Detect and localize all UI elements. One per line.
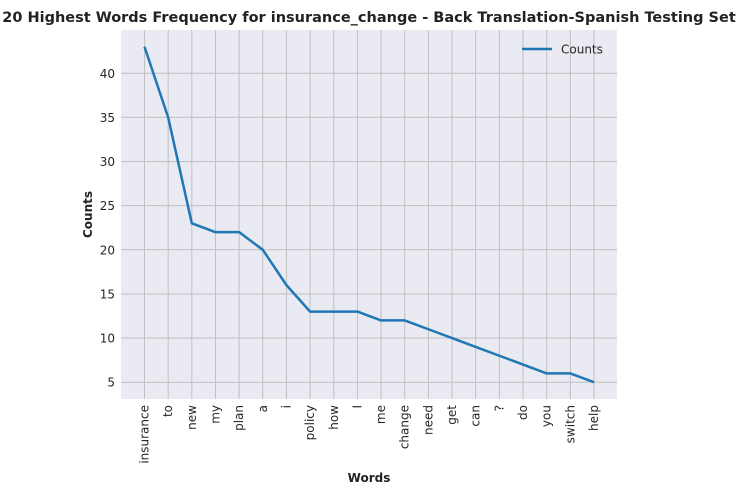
x-tick-label: new — [185, 405, 199, 430]
x-axis-label: Words — [348, 471, 391, 485]
legend-label-counts: Counts — [561, 43, 603, 57]
x-tick-label: insurance — [138, 405, 152, 464]
x-tick-label: change — [398, 405, 412, 449]
x-tick-label: do — [516, 405, 530, 420]
x-tick-label: help — [587, 405, 601, 431]
plot-area — [121, 30, 617, 399]
y-tick-label: 15 — [100, 287, 115, 301]
y-tick-label: 10 — [100, 332, 115, 346]
x-tick-label: to — [161, 405, 175, 417]
x-tick-label: plan — [232, 405, 246, 431]
y-tick-label: 20 — [100, 243, 115, 257]
series-layer — [143, 46, 595, 384]
x-tick-label: get — [445, 405, 459, 425]
x-tick-label: policy — [303, 405, 317, 440]
x-tick-label: a — [256, 405, 270, 412]
chart-title: 20 Highest Words Frequency for insurance… — [2, 10, 736, 26]
y-tick-label: 5 — [107, 376, 115, 390]
y-tick-label: 30 — [100, 155, 115, 169]
x-tick-label: switch — [563, 405, 577, 443]
x-tick-label: need — [421, 405, 435, 435]
x-tick-label: can — [469, 405, 483, 427]
y-tick-label: 40 — [100, 67, 115, 81]
x-tick-label: ? — [492, 405, 506, 411]
y-axis-ticks: 5 10 15 20 25 30 35 40 — [100, 67, 115, 390]
series-line-counts — [143, 46, 595, 384]
y-axis-label: Counts — [81, 191, 95, 238]
x-tick-label: I — [350, 405, 364, 409]
x-tick-label: i — [279, 405, 293, 408]
x-tick-label: how — [327, 405, 341, 430]
x-tick-label: me — [374, 405, 388, 424]
y-tick-label: 25 — [100, 199, 115, 213]
y-tick-label: 35 — [100, 111, 115, 125]
legend: Counts — [522, 43, 603, 57]
x-tick-label: you — [540, 405, 554, 427]
x-tick-label: my — [208, 405, 222, 424]
